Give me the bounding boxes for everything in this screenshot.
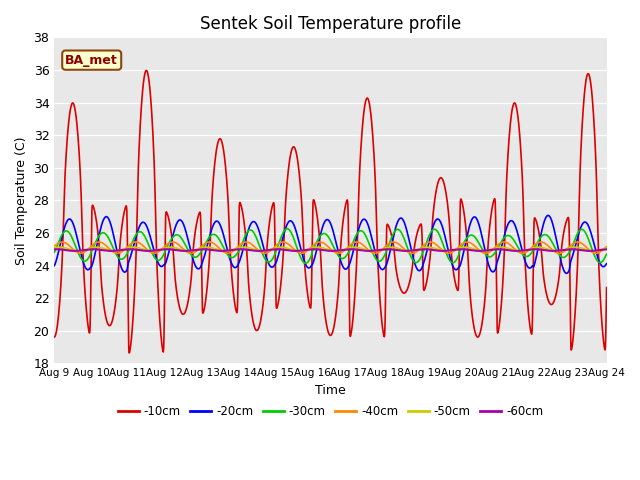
-20cm bbox=[51, 263, 58, 268]
-40cm bbox=[489, 246, 497, 252]
-60cm bbox=[603, 246, 611, 252]
-30cm bbox=[538, 233, 545, 239]
-60cm bbox=[51, 246, 58, 252]
Line: -40cm: -40cm bbox=[54, 242, 607, 253]
-60cm bbox=[538, 247, 545, 252]
-30cm bbox=[51, 249, 58, 255]
Text: BA_met: BA_met bbox=[65, 54, 118, 67]
Y-axis label: Soil Temperature (C): Soil Temperature (C) bbox=[15, 136, 28, 264]
-50cm bbox=[538, 245, 545, 251]
Line: -20cm: -20cm bbox=[54, 216, 607, 273]
-60cm bbox=[173, 247, 181, 253]
-60cm bbox=[489, 247, 497, 252]
-10cm bbox=[51, 334, 58, 340]
-20cm bbox=[537, 232, 545, 238]
-40cm bbox=[335, 251, 342, 256]
-50cm bbox=[277, 244, 285, 250]
-30cm bbox=[173, 232, 181, 238]
-20cm bbox=[173, 220, 181, 226]
-50cm bbox=[173, 246, 181, 252]
-50cm bbox=[417, 246, 425, 252]
-10cm bbox=[603, 285, 611, 290]
Line: -50cm: -50cm bbox=[54, 247, 607, 251]
-40cm bbox=[316, 239, 324, 245]
-20cm bbox=[416, 267, 424, 273]
-30cm bbox=[603, 252, 611, 257]
-30cm bbox=[160, 252, 168, 258]
-30cm bbox=[235, 249, 243, 254]
-10cm bbox=[489, 201, 497, 207]
-30cm bbox=[284, 226, 291, 231]
-60cm bbox=[236, 246, 243, 252]
-50cm bbox=[259, 248, 266, 254]
-40cm bbox=[538, 239, 545, 245]
-50cm bbox=[489, 246, 497, 252]
-10cm bbox=[538, 252, 545, 257]
-40cm bbox=[417, 245, 425, 251]
-20cm bbox=[603, 261, 611, 267]
-40cm bbox=[160, 244, 168, 250]
-60cm bbox=[417, 247, 425, 252]
-20cm bbox=[488, 269, 496, 275]
-40cm bbox=[51, 243, 58, 249]
-40cm bbox=[235, 243, 243, 249]
-40cm bbox=[173, 240, 181, 246]
-20cm bbox=[160, 262, 168, 268]
Title: Sentek Soil Temperature profile: Sentek Soil Temperature profile bbox=[200, 15, 461, 33]
-20cm bbox=[545, 213, 552, 218]
-10cm bbox=[161, 300, 168, 305]
-60cm bbox=[163, 246, 171, 252]
-10cm bbox=[125, 350, 133, 356]
Line: -30cm: -30cm bbox=[54, 228, 607, 264]
-40cm bbox=[603, 244, 611, 250]
X-axis label: Time: Time bbox=[315, 384, 346, 397]
Line: -10cm: -10cm bbox=[54, 71, 607, 353]
-10cm bbox=[236, 200, 243, 205]
-60cm bbox=[160, 247, 168, 252]
-10cm bbox=[143, 68, 150, 73]
-30cm bbox=[302, 261, 310, 266]
-10cm bbox=[417, 221, 425, 227]
-50cm bbox=[603, 245, 611, 251]
-50cm bbox=[235, 245, 243, 251]
-20cm bbox=[235, 260, 243, 265]
-30cm bbox=[417, 254, 425, 260]
-30cm bbox=[489, 252, 497, 258]
Legend: -10cm, -20cm, -30cm, -40cm, -50cm, -60cm: -10cm, -20cm, -30cm, -40cm, -50cm, -60cm bbox=[113, 400, 548, 423]
-60cm bbox=[181, 248, 189, 254]
-50cm bbox=[51, 245, 58, 251]
-50cm bbox=[160, 246, 168, 252]
Line: -60cm: -60cm bbox=[54, 249, 607, 251]
-20cm bbox=[563, 270, 570, 276]
-10cm bbox=[174, 297, 182, 302]
